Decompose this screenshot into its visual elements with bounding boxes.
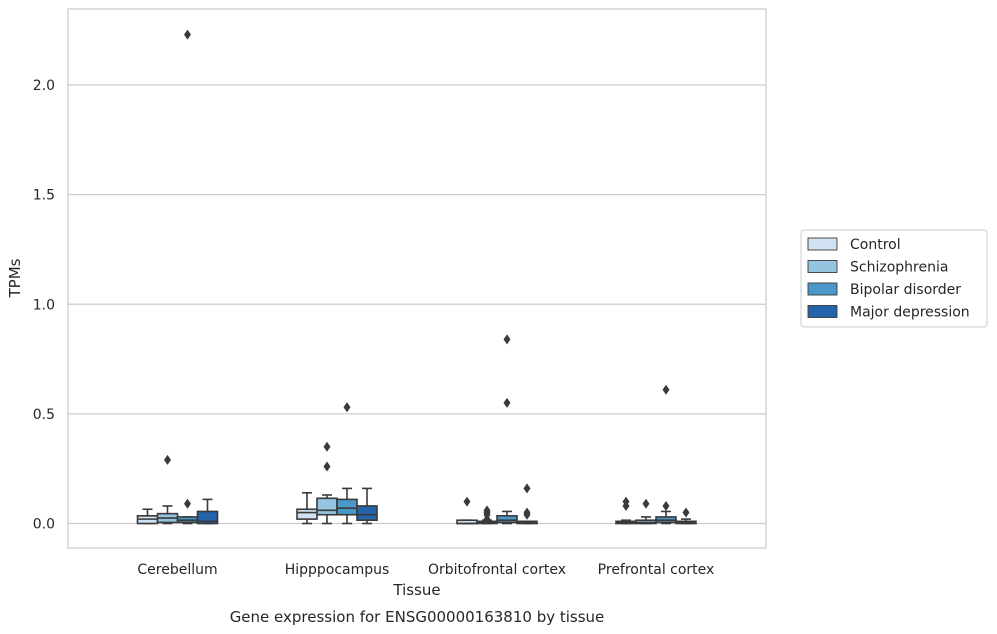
outlier-point — [642, 498, 650, 509]
outlier-point — [164, 454, 171, 465]
box-control — [615, 496, 637, 525]
x-axis-label: Tissue — [392, 581, 440, 599]
outlier-point — [463, 496, 471, 507]
box-body — [316, 497, 338, 516]
box-bipolar-disorder — [496, 334, 518, 525]
y-tick-labels: 0.0 0.5 1.0 1.5 2.0 — [33, 78, 55, 533]
box-control — [136, 508, 159, 525]
y-tick-label: 0.0 — [33, 517, 55, 533]
legend-swatch — [807, 305, 838, 318]
box-body — [336, 498, 358, 516]
box-bipolar-disorder — [176, 29, 199, 525]
box-body — [496, 515, 518, 524]
box-schizophrenia — [476, 505, 498, 525]
outlier-point — [662, 384, 670, 395]
legend-label: Major depression — [850, 305, 970, 321]
legend-swatch — [807, 237, 838, 251]
outlier-point — [184, 29, 191, 40]
x-tick-label: Hipppocampus — [285, 562, 390, 578]
outlier-point — [323, 461, 331, 472]
box-major-depression — [516, 483, 538, 525]
boxes — [136, 29, 697, 525]
x-tick-labels: Cerebellum Hipppocampus Orbitofrontal cort… — [137, 562, 714, 578]
box-body — [196, 510, 219, 525]
y-tick-label: 2.0 — [33, 78, 55, 94]
outlier-point — [503, 397, 511, 408]
box-control — [296, 492, 318, 525]
legend-label: Schizophrenia — [850, 260, 948, 276]
box-major-depression — [356, 487, 378, 525]
outlier-point — [184, 498, 191, 509]
box-major-depression — [196, 498, 219, 525]
box-body — [356, 505, 378, 522]
legend-frame — [800, 229, 988, 328]
outlier-point — [503, 334, 511, 345]
outlier-point — [682, 507, 690, 518]
outlier-point — [343, 402, 351, 413]
outlier-point — [483, 505, 491, 516]
y-tick-label: 1.0 — [33, 297, 55, 313]
outlier-point — [662, 500, 670, 511]
legend-label: Control — [850, 237, 901, 253]
box-bipolar-disorder — [336, 402, 358, 525]
outlier-point — [323, 441, 331, 452]
x-tick-label: Cerebellum — [137, 562, 217, 578]
y-tick-label: 1.5 — [33, 188, 55, 204]
x-tick-label: Prefrontal cortex — [598, 562, 715, 578]
chart-caption: Gene expression for ENSG00000163810 by t… — [230, 608, 605, 626]
y-axis-label: TPMs — [6, 258, 24, 298]
x-tick-label: Orbitofrontal cortex — [428, 562, 566, 578]
box-schizophrenia — [635, 498, 657, 525]
outlier-point — [523, 507, 531, 518]
outlier-point — [622, 496, 630, 507]
legend-swatch — [807, 260, 838, 273]
legend-swatch — [807, 282, 838, 296]
plot-frame — [67, 8, 767, 549]
y-tick-label: 0.5 — [33, 407, 55, 423]
legend: Control Schizophrenia Bipolar disorder Majo… — [800, 229, 988, 328]
box-schizophrenia — [316, 441, 338, 525]
box-control — [456, 496, 478, 525]
legend-label: Bipolar disorder — [850, 282, 961, 298]
box-major-depression — [675, 507, 697, 525]
gridlines — [68, 84, 766, 525]
outlier-point — [523, 483, 531, 494]
box-bipolar-disorder — [655, 384, 677, 525]
box-schizophrenia — [156, 454, 179, 525]
box-body — [296, 508, 318, 520]
